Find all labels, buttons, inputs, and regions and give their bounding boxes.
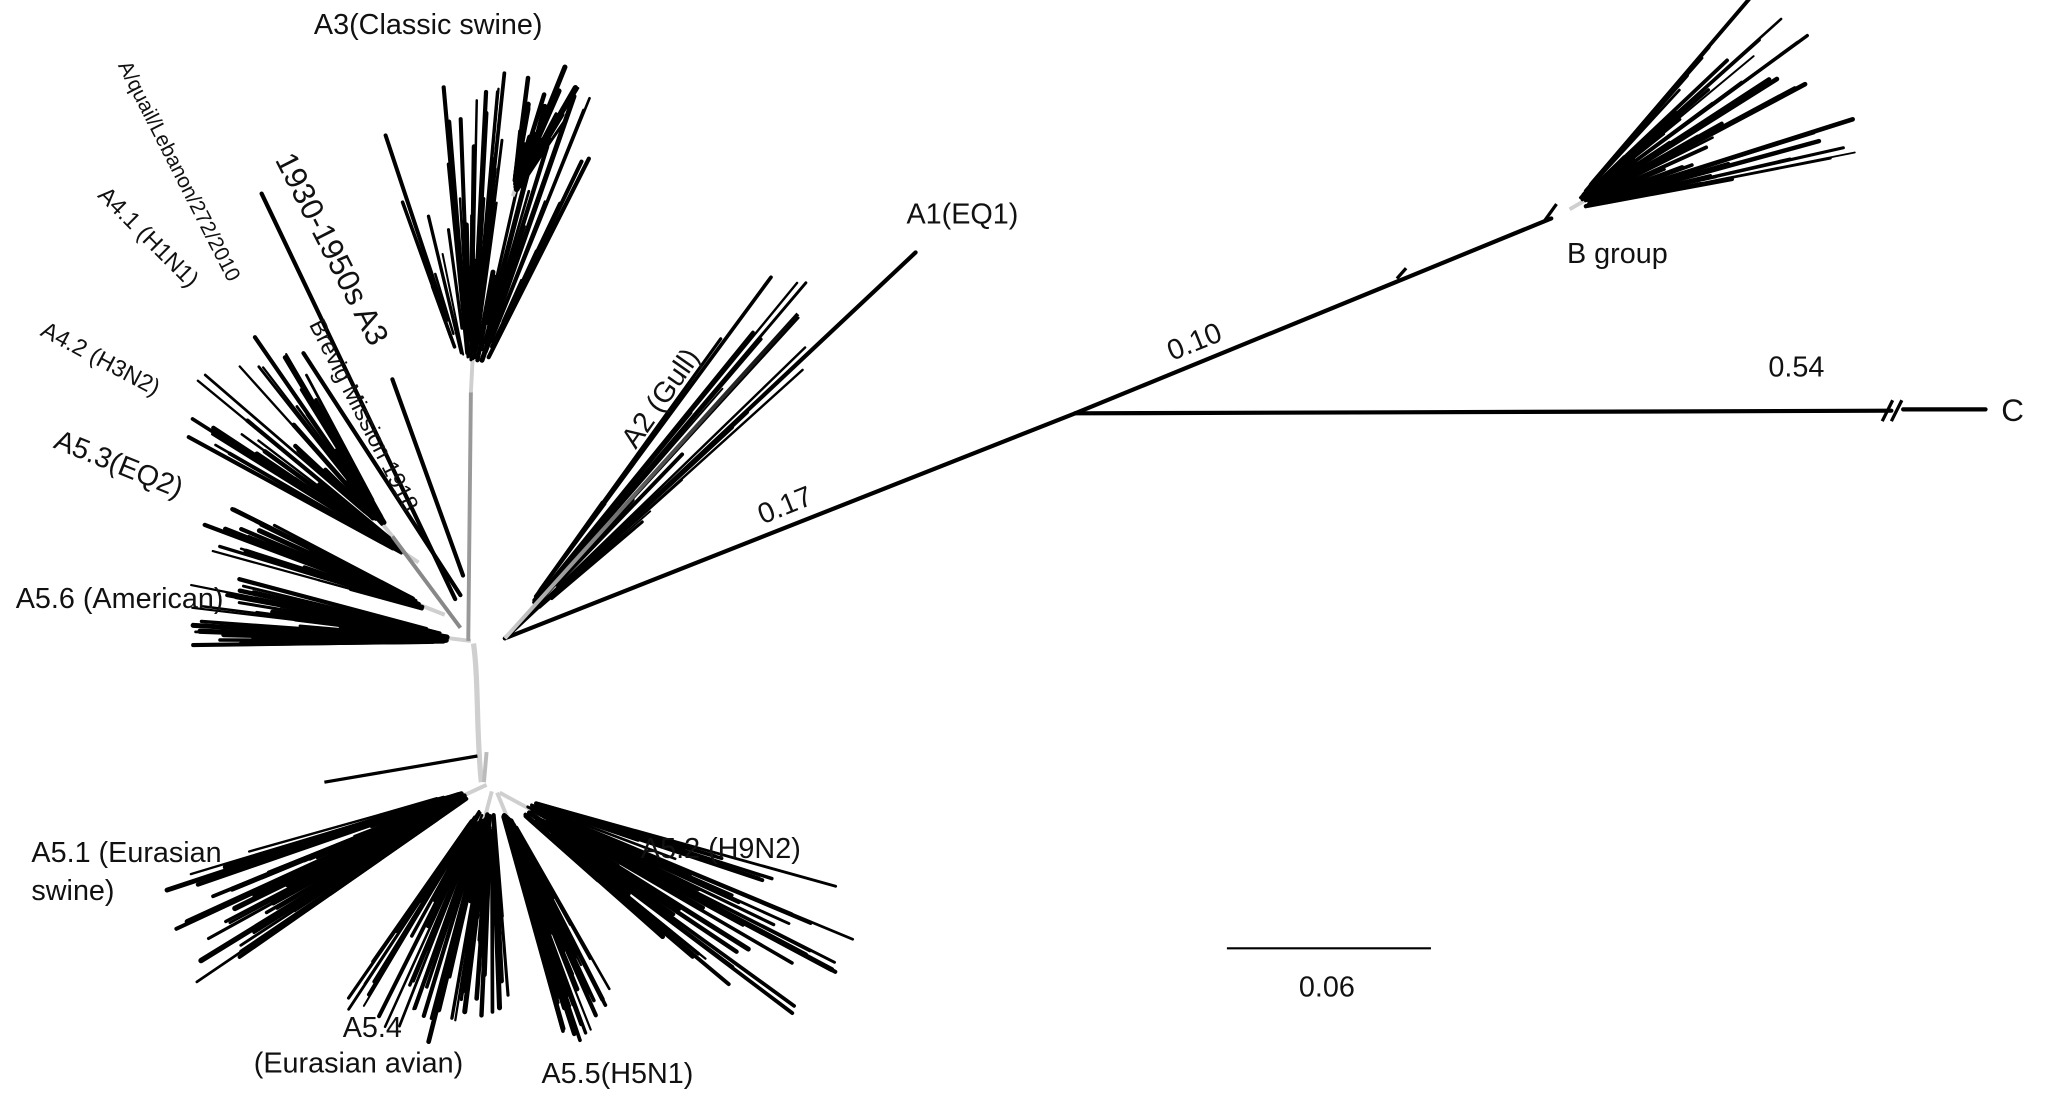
fan-a2-gull: [505, 277, 806, 638]
label-a5-1-line2: swine): [31, 875, 114, 907]
label-a5-4-line1: A5.4: [343, 1012, 402, 1044]
branch-a5-stem: [484, 752, 487, 782]
label-a5-2-h9n2: A5.2 (H9N2): [641, 833, 801, 865]
scale-bar: 0.06: [1227, 948, 1431, 1003]
fan-a5-4-branch: [492, 841, 493, 1012]
label-a5-5-h5n1: A5.5(H5N1): [542, 1058, 694, 1090]
branch-length-0-17: 0.17: [753, 480, 817, 531]
fan-a5-6-branch: [388, 641, 429, 642]
label-c: C: [2001, 393, 2024, 428]
label-a5-1-line1: A5.1 (Eurasian: [31, 837, 221, 869]
branch-a5-side: [324, 756, 477, 782]
label-a2-gull: A2 (Gull): [615, 343, 706, 454]
label-a5-3-eq2: A5.3(EQ2): [50, 424, 188, 505]
root-trunk: [473, 644, 481, 783]
branch-length-labels: 0.17 0.10 0.54: [753, 317, 1824, 531]
fan-b-group: [1570, 0, 1855, 209]
fan-a3-classic-swine-branch: [472, 146, 474, 309]
label-a1-eq1: A1(EQ1): [906, 199, 1018, 231]
label-a5-4-line2: (Eurasian avian): [254, 1048, 463, 1080]
label-a5-6-american: A5.6 (American): [16, 583, 224, 615]
tree-branch-fans: [167, 0, 1855, 1042]
fan-a3-classic-swine-branch: [386, 135, 447, 320]
branch-a1: [505, 252, 916, 638]
fan-a2-gull-branch: [557, 454, 683, 584]
label-b-group: B group: [1567, 238, 1668, 270]
fan-a2-gull-branch: [540, 283, 806, 597]
branch-a2-stem: [505, 314, 798, 638]
label-a4-2-h3n2: A4.2 (H3N2): [37, 316, 165, 400]
branch-to-b-group: [1075, 218, 1551, 413]
branch-length-0-54: 0.54: [1768, 352, 1824, 384]
branch-length-0-10: 0.10: [1163, 317, 1227, 368]
label-a3-classic-swine: A3(Classic swine): [314, 9, 543, 41]
fan-a5-6: [191, 579, 471, 645]
branch-a3-stem: [468, 392, 471, 641]
branch-to-c: [1075, 411, 1891, 414]
branch-to-bc-split: [505, 413, 1075, 638]
scale-bar-label: 0.06: [1299, 972, 1355, 1004]
